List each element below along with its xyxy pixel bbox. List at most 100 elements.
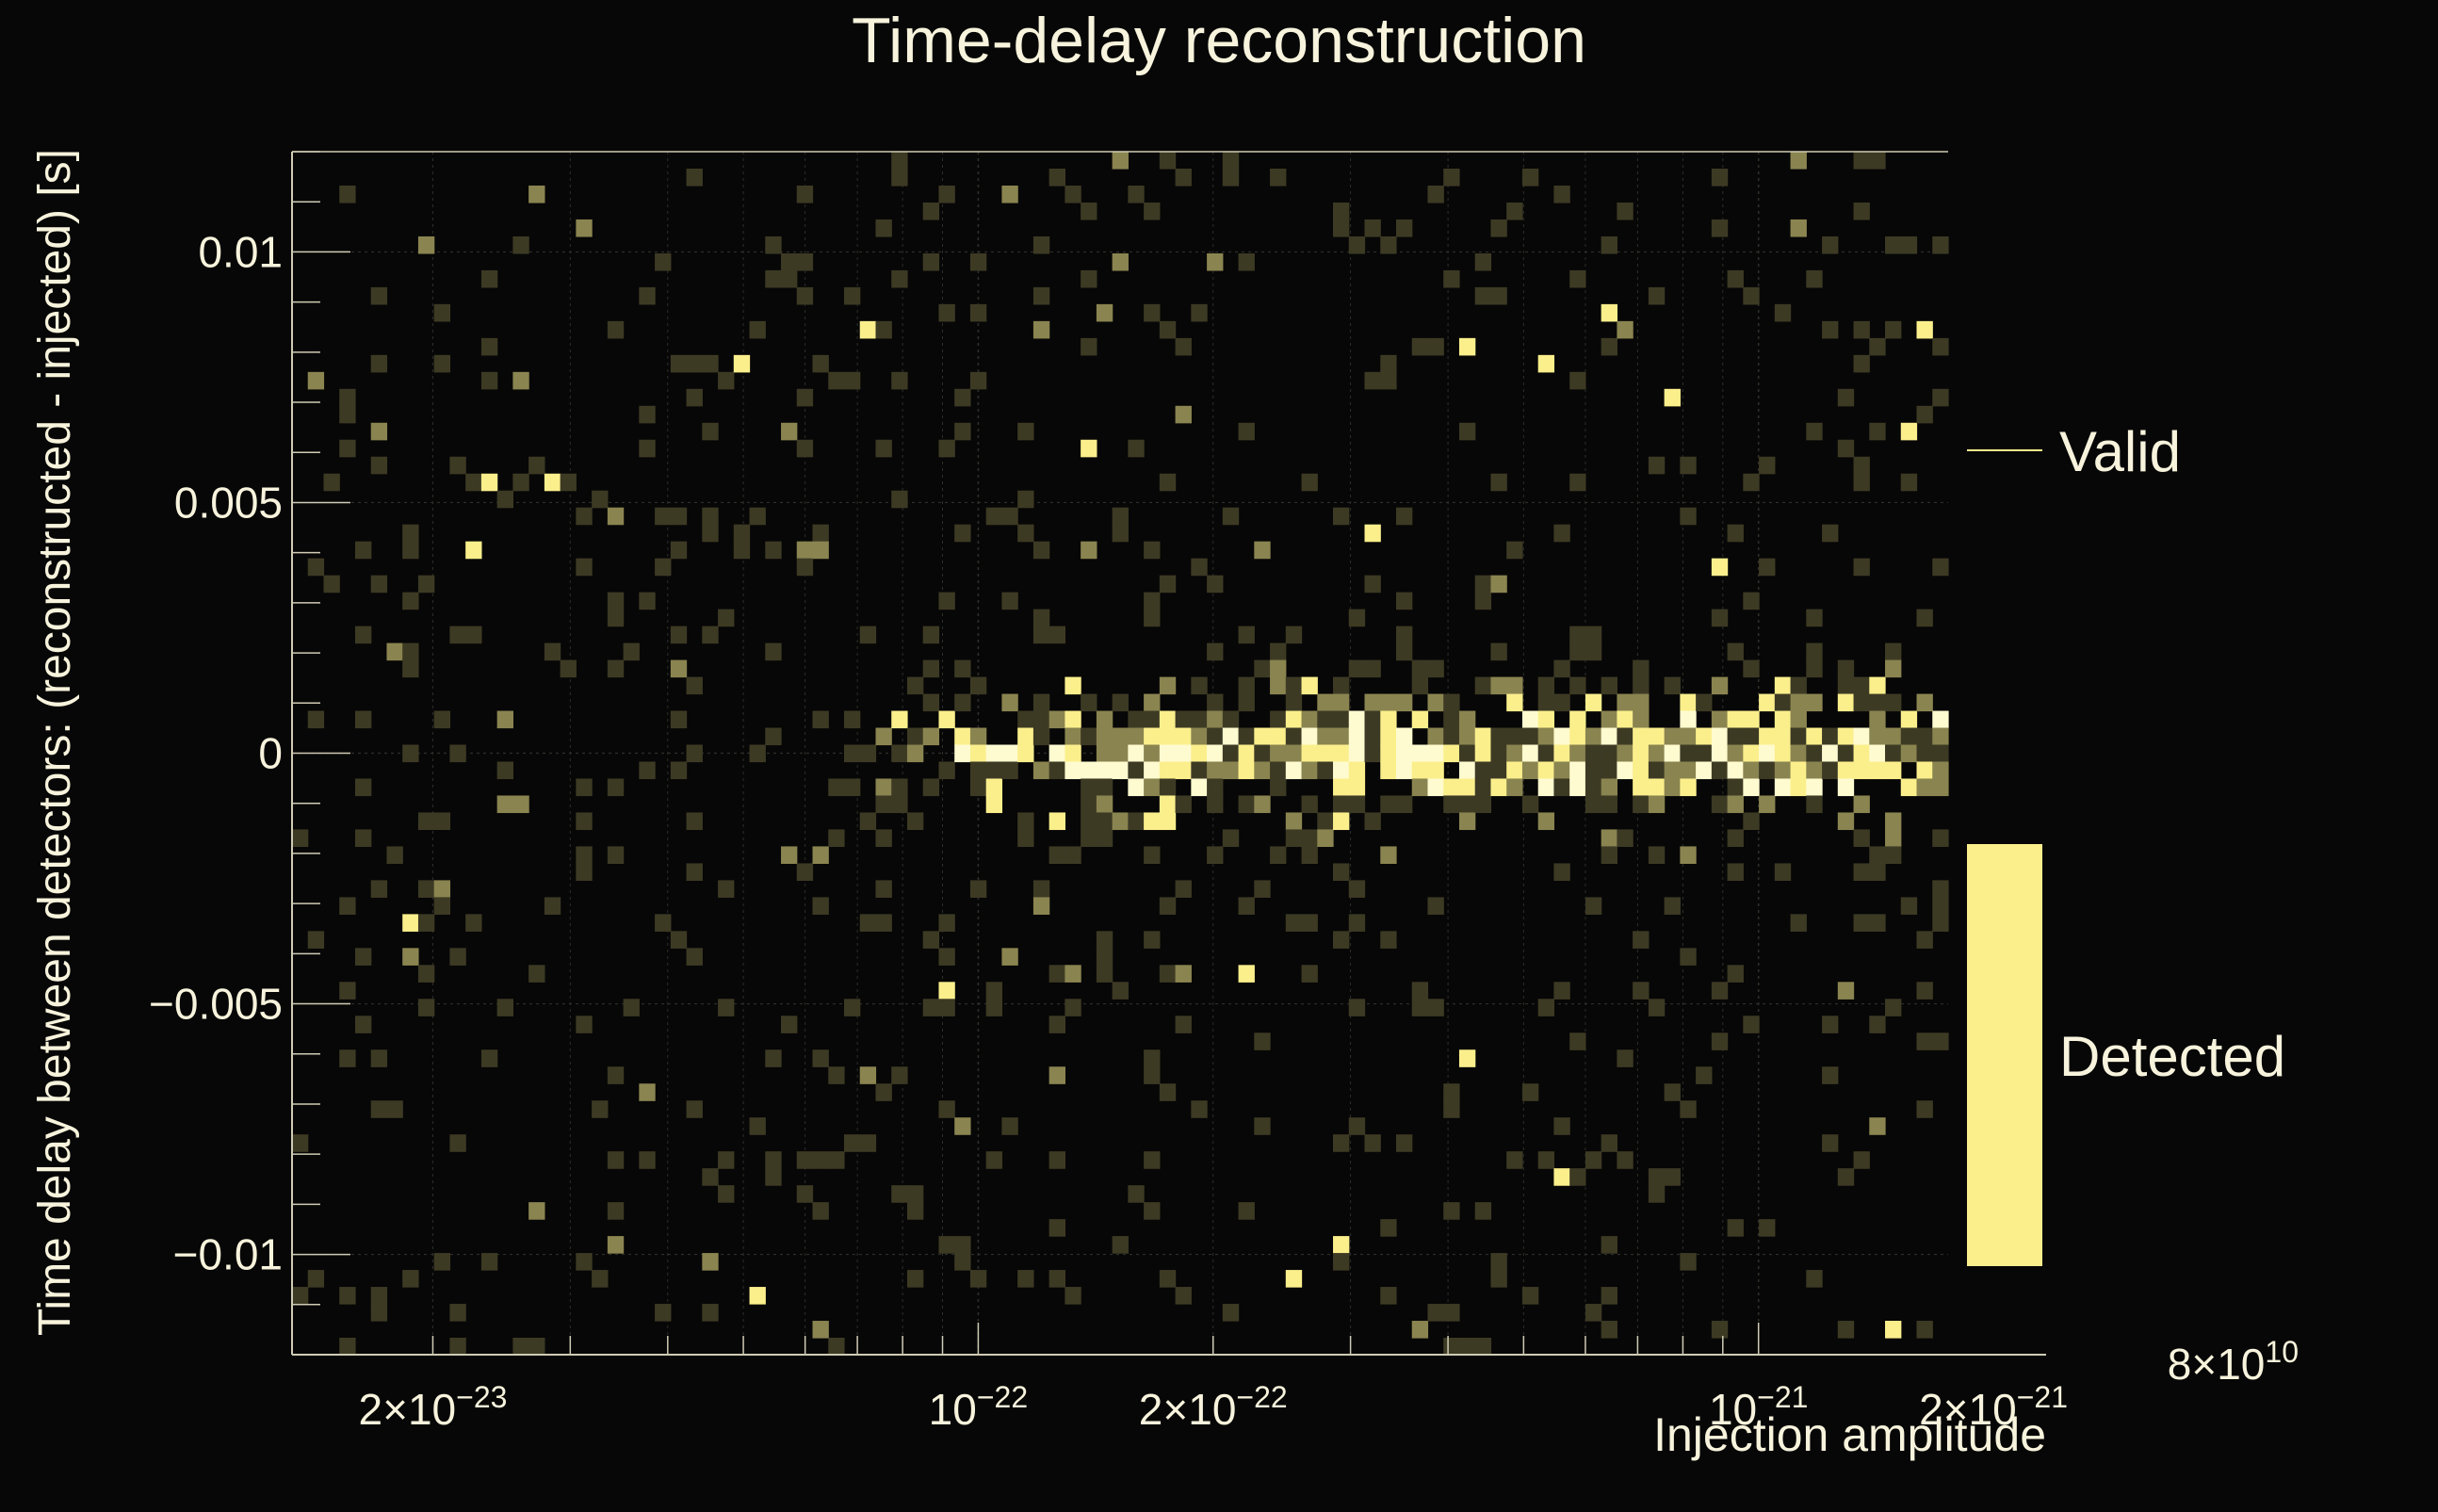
heatmap-cell: [1569, 1168, 1586, 1186]
heatmap-cell: [1853, 456, 1870, 475]
heatmap-cell: [1207, 778, 1224, 797]
heatmap-cell: [1159, 795, 1177, 814]
heatmap-cell: [1790, 727, 1807, 746]
heatmap-cell: [1032, 541, 1050, 560]
heatmap-cell: [1443, 744, 1460, 763]
heatmap-cell: [1175, 710, 1192, 729]
heatmap-cell: [1081, 541, 1097, 560]
heatmap-cell: [1396, 642, 1413, 661]
heatmap-cell: [938, 439, 955, 458]
heatmap-cell: [1207, 727, 1224, 746]
heatmap-cell: [1711, 219, 1729, 237]
heatmap-cell: [1474, 744, 1492, 763]
heatmap-cell: [1711, 761, 1729, 780]
heatmap-cell: [686, 812, 703, 831]
heatmap-cell: [891, 371, 908, 390]
heatmap-cell: [969, 371, 987, 390]
heatmap-cell: [1081, 812, 1097, 831]
heatmap-cell: [1790, 914, 1807, 932]
heatmap-cell: [1238, 897, 1255, 915]
heatmap-cell: [765, 1168, 782, 1186]
heatmap-cell: [449, 744, 466, 763]
heatmap-cell: [1474, 727, 1492, 746]
heatmap-cell: [576, 846, 593, 865]
heatmap-cell: [544, 897, 561, 915]
heatmap-cell: [1017, 710, 1034, 729]
heatmap-cell: [607, 1236, 625, 1254]
heatmap-cell: [1774, 710, 1792, 729]
heatmap-cell: [480, 337, 498, 356]
heatmap-cell: [1427, 761, 1444, 780]
heatmap-cell: [433, 303, 451, 322]
heatmap-cell: [1270, 727, 1287, 746]
heatmap-cell: [1648, 744, 1666, 763]
heatmap-cell: [1396, 507, 1413, 526]
heatmap-cell: [1065, 965, 1081, 983]
heatmap-cell: [1427, 693, 1444, 712]
heatmap-cell: [954, 659, 971, 678]
heatmap-cell: [1916, 609, 1933, 627]
heatmap-cell: [1443, 795, 1460, 814]
heatmap-cell: [1285, 812, 1303, 831]
heatmap-cell: [1348, 710, 1366, 729]
heatmap-cell: [1711, 1032, 1729, 1050]
heatmap-cell: [1128, 1185, 1145, 1203]
heatmap-cell: [1900, 778, 1918, 797]
heatmap-cell: [1333, 202, 1350, 220]
heatmap-cell: [1474, 778, 1492, 797]
heatmap-cell: [1617, 1049, 1633, 1067]
heatmap-cell: [1285, 693, 1303, 712]
heatmap-cell: [1869, 744, 1886, 763]
heatmap-cell: [1364, 1134, 1381, 1152]
heatmap-cell: [1096, 965, 1113, 983]
heatmap-cell: [339, 439, 356, 458]
heatmap-cell: [1048, 1270, 1065, 1288]
heatmap-cell: [1032, 710, 1050, 729]
heatmap-cell: [702, 507, 719, 526]
heatmap-cell: [812, 846, 829, 865]
heatmap-cell: [1254, 795, 1271, 814]
cutoff-tick-text: 8×1010: [2168, 1335, 2299, 1389]
heatmap-cell: [1159, 812, 1177, 831]
heatmap-cell: [1553, 1117, 1570, 1135]
heatmap-cell: [1411, 710, 1429, 729]
heatmap-cell: [1569, 473, 1586, 492]
heatmap-cell: [1443, 1083, 1460, 1101]
heatmap-cell: [670, 541, 688, 560]
heatmap-cell: [1727, 863, 1744, 881]
heatmap-cell: [985, 761, 1003, 780]
heatmap-cell: [1128, 727, 1145, 746]
heatmap-cell: [781, 422, 798, 441]
heatmap-cell: [1443, 269, 1460, 288]
heatmap-cell: [386, 1100, 403, 1118]
heatmap-cell: [1380, 1287, 1397, 1305]
heatmap-cell: [1553, 982, 1570, 1000]
heatmap-cell: [1427, 185, 1444, 203]
heatmap-cell: [1506, 676, 1523, 695]
heatmap-cell: [1885, 744, 1902, 763]
heatmap-cell: [765, 1151, 782, 1169]
heatmap-cell: [1822, 524, 1839, 543]
heatmap-cell: [1680, 761, 1697, 780]
heatmap-cell: [844, 286, 861, 305]
heatmap-cell: [1727, 710, 1744, 729]
heatmap-cell: [1601, 710, 1617, 729]
heatmap-cell: [576, 1016, 593, 1033]
heatmap-cell: [718, 1185, 735, 1203]
heatmap-cell: [828, 1151, 845, 1169]
heatmap-cell: [339, 388, 356, 407]
heatmap-cell: [969, 880, 987, 898]
heatmap-cell: [1585, 1304, 1602, 1322]
heatmap-cell: [1128, 710, 1145, 729]
heatmap-cell: [1175, 795, 1192, 814]
heatmap-cell: [1222, 744, 1240, 763]
heatmap-cell: [1128, 185, 1145, 203]
heatmap-cell: [1443, 778, 1460, 797]
heatmap-cell: [1112, 507, 1129, 526]
heatmap-cell: [1743, 1016, 1760, 1033]
heatmap-cell: [812, 897, 829, 915]
heatmap-cell: [1128, 812, 1145, 831]
heatmap-cell: [528, 965, 545, 983]
heatmap-cell: [1333, 507, 1350, 526]
heatmap-cell: [875, 1083, 892, 1101]
